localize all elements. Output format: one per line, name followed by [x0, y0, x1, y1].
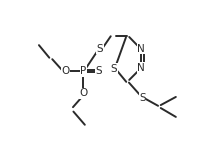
Text: N: N	[137, 44, 145, 54]
Text: S: S	[96, 44, 103, 54]
Text: O: O	[61, 66, 70, 76]
Text: S: S	[95, 66, 102, 76]
Text: P: P	[80, 66, 86, 76]
Text: O: O	[79, 88, 87, 98]
Text: S: S	[110, 64, 117, 74]
Text: S: S	[139, 93, 146, 103]
Text: N: N	[137, 63, 145, 73]
